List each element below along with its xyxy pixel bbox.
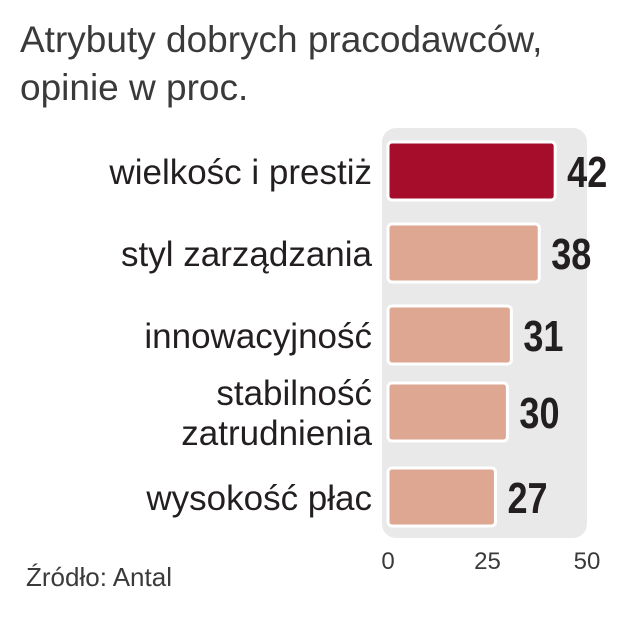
tick-label-2: 50 [574, 548, 601, 575]
category-label-2: innowacyjność [144, 317, 372, 356]
bar-1 [386, 222, 541, 284]
title-line-1: Atrybuty dobrych pracodawców, [20, 19, 543, 60]
bar-3 [386, 381, 509, 443]
value-label-4: 27 [507, 474, 547, 523]
value-label-2: 31 [523, 312, 563, 361]
category-label-4: wysokość płac [145, 479, 372, 518]
tick-label-0: 0 [381, 548, 394, 575]
category-label-3-0: stabilność [216, 374, 372, 413]
value-label-0: 42 [567, 148, 607, 197]
bar-0 [386, 140, 557, 202]
value-label-3: 30 [519, 389, 559, 438]
category-label-0: wielkośc i prestiż [108, 153, 372, 192]
title-line-2: opinie w proc. [20, 67, 249, 108]
category-label-3-1: zatrudnienia [181, 414, 372, 453]
value-label-1: 38 [551, 230, 591, 279]
tick-label-1: 25 [474, 548, 501, 575]
bar-4 [386, 466, 497, 528]
category-label-1: styl zarządzania [121, 235, 372, 274]
chart-title: Atrybuty dobrych pracodawców, opinie w p… [20, 16, 620, 112]
bar-2 [386, 304, 513, 366]
source-note: Źródło: Antal [26, 562, 172, 592]
